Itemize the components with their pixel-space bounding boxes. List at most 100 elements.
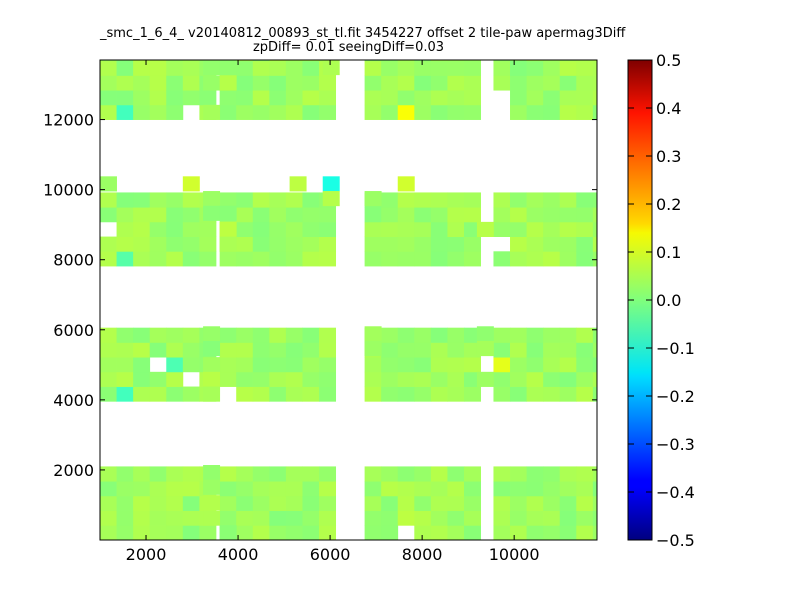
colorbar-tick-label: −0.4 [656, 483, 695, 502]
heatmap-cell [236, 342, 254, 358]
heatmap-cell [100, 104, 117, 120]
heatmap-cell [319, 236, 337, 252]
heatmap-cell [269, 104, 287, 120]
heatmap-cell [447, 251, 465, 267]
heatmap-cell [464, 221, 481, 237]
heatmap-cell [543, 207, 561, 223]
heatmap-cell [285, 251, 303, 267]
heatmap-cell [236, 60, 254, 62]
heatmap-cell [510, 495, 527, 511]
heatmap-cell [133, 466, 151, 482]
heatmap-cell [252, 60, 270, 62]
heatmap-cell [116, 60, 134, 76]
heatmap-cell [252, 221, 270, 237]
heatmap-cell [364, 340, 382, 357]
heatmap-cell [592, 221, 597, 237]
heatmap-cell [100, 236, 117, 252]
heatmap-cell [269, 236, 287, 252]
heatmap-cell [203, 326, 221, 342]
heatmap-cell [397, 75, 415, 91]
heatmap-cell [302, 481, 320, 497]
heatmap-cell [430, 207, 448, 223]
heatmap-cell [543, 510, 561, 526]
heatmap-cell [100, 510, 117, 526]
heatmap-cell [236, 192, 254, 208]
heatmap-cell [116, 251, 134, 267]
colorbar-tick-label: 0.2 [656, 195, 681, 214]
heatmap-cell [252, 495, 270, 511]
x-tick-label: 6000 [310, 545, 351, 564]
heatmap-cell [493, 495, 511, 511]
heatmap-cell [510, 481, 527, 497]
heatmap-cell [100, 192, 117, 208]
heatmap-cell [364, 525, 382, 540]
heatmap-cell [116, 495, 134, 511]
heatmap-cell [430, 75, 448, 91]
heatmap-cell [319, 60, 337, 62]
heatmap-cell [543, 327, 561, 343]
heatmap-cell [133, 221, 151, 237]
heatmap-cell [149, 525, 167, 540]
heatmap-cell [381, 525, 399, 540]
heatmap-cell [252, 251, 270, 267]
y-axis: 2000 4000 6000 8000 10000 12000 [43, 111, 597, 480]
heatmap-cell [149, 192, 167, 208]
heatmap-cell [166, 236, 184, 252]
heatmap-cell [592, 90, 597, 106]
heatmap-cell [576, 192, 594, 208]
heatmap-cell [576, 207, 594, 223]
heatmap-cell [319, 357, 337, 373]
heatmap-cell [414, 371, 432, 387]
heatmap-cell [543, 466, 561, 482]
heatmap-cell [476, 340, 494, 357]
heatmap-cell [559, 60, 577, 62]
heatmap-cell [543, 236, 561, 252]
heatmap-cell [592, 371, 597, 387]
heatmap-cell [447, 342, 465, 358]
heatmap-cell [219, 525, 237, 540]
heatmap-cell [510, 510, 527, 526]
heatmap-cell [493, 481, 511, 497]
heatmap-cell [269, 327, 287, 343]
heatmap-cell [559, 525, 577, 540]
heatmap-cell [219, 371, 237, 387]
heatmap-cell [397, 371, 415, 387]
heatmap-cell [116, 510, 134, 526]
heatmap-cell [526, 207, 544, 223]
heatmap-cell [269, 495, 287, 511]
heatmap-cell [526, 327, 544, 343]
colorbar-tick-label: 0.0 [656, 291, 681, 310]
heatmap-cell [464, 90, 481, 106]
heatmap-cell [381, 60, 399, 76]
heatmap-cell [302, 104, 320, 120]
heatmap-cell [133, 75, 151, 91]
heatmap-cell [381, 90, 399, 106]
heatmap-cell [559, 481, 577, 497]
heatmap-cell [493, 60, 511, 76]
heatmap-cell [576, 104, 594, 120]
heatmap-cell [381, 466, 399, 482]
heatmap-cell [285, 90, 303, 106]
y-tick-label: 4000 [53, 391, 94, 410]
y-tick-label: 2000 [53, 461, 94, 480]
heatmap-cell [576, 525, 594, 540]
x-tick-label: 4000 [218, 545, 259, 564]
heatmap-cell [182, 342, 200, 358]
heatmap-cell [364, 60, 382, 61]
heatmap-cell [219, 90, 237, 106]
heatmap-cell [493, 207, 511, 223]
heatmap-cell [543, 525, 561, 540]
heatmap-cell [576, 386, 594, 402]
heatmap-cell [133, 236, 151, 252]
heatmap-cell [149, 327, 167, 343]
heatmap-cell [493, 221, 511, 237]
heatmap-cell [182, 60, 200, 76]
y-tick-label: 6000 [53, 321, 94, 340]
heatmap-cell [302, 75, 320, 91]
heatmap-cell [559, 466, 577, 482]
heatmap-cell [182, 207, 200, 223]
heatmap-cell [203, 75, 221, 91]
heatmap-cell [302, 207, 320, 223]
heatmap-cell [493, 386, 511, 402]
heatmap-cell [199, 236, 217, 252]
